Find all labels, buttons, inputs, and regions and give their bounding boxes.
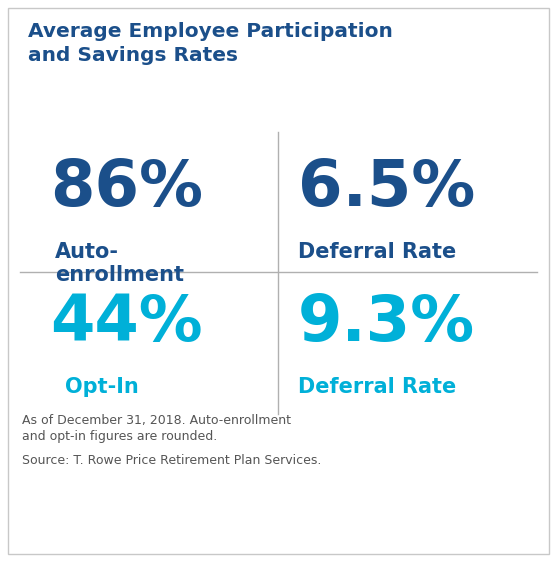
Text: 6.5%: 6.5%: [298, 157, 475, 219]
Text: Deferral Rate: Deferral Rate: [298, 377, 456, 397]
Text: Average Employee Participation
and Savings Rates: Average Employee Participation and Savin…: [28, 22, 393, 65]
Text: 9.3%: 9.3%: [298, 292, 475, 354]
Text: 44%: 44%: [50, 292, 203, 354]
Text: As of December 31, 2018. Auto-enrollment: As of December 31, 2018. Auto-enrollment: [22, 414, 291, 427]
Text: Auto-
enrollment: Auto- enrollment: [55, 242, 184, 285]
Text: 86%: 86%: [50, 157, 203, 219]
FancyBboxPatch shape: [8, 8, 549, 554]
Text: Source: T. Rowe Price Retirement Plan Services.: Source: T. Rowe Price Retirement Plan Se…: [22, 454, 321, 467]
Text: Deferral Rate: Deferral Rate: [298, 242, 456, 262]
Text: Opt-In: Opt-In: [65, 377, 139, 397]
Text: and opt-in figures are rounded.: and opt-in figures are rounded.: [22, 430, 217, 443]
